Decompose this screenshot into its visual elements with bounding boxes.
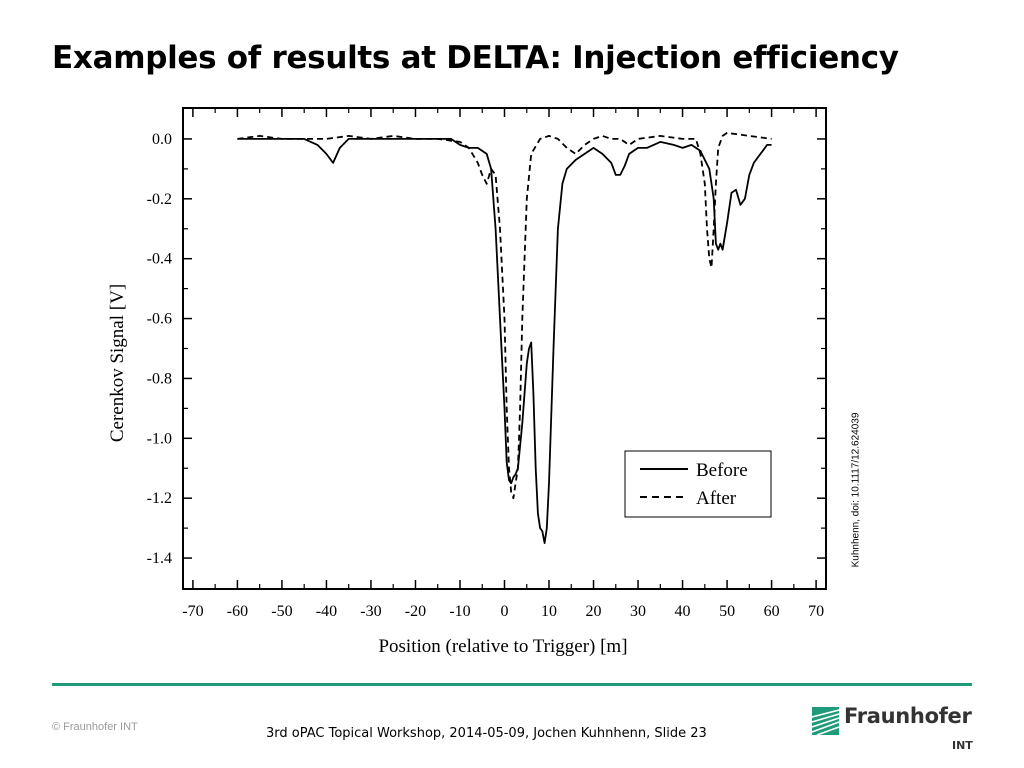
y-tick-label: -1.4	[147, 550, 172, 567]
x-tick-label: -20	[405, 603, 426, 620]
x-tick-labels: -70 -60 -50 -40 -30 -20 -10 0 10 20 30 40 50 60 70	[182, 603, 824, 620]
series-after-line	[237, 131, 772, 500]
legend-after-label: After	[696, 488, 737, 509]
y-tick-label: -1.0	[147, 430, 172, 447]
y-tick-labels: 0.0 -0.2 -0.4 -0.6 -0.8 -1.0 -1.2 -1.4	[147, 131, 172, 567]
x-tick-label: 20	[586, 603, 602, 620]
x-tick-label: 70	[808, 603, 824, 620]
x-tick-label: -50	[271, 603, 292, 620]
footer-rule	[52, 683, 972, 686]
legend-before-label: Before	[696, 460, 748, 481]
x-tick-label: -70	[182, 603, 203, 620]
y-tick-label: 0.0	[152, 131, 172, 148]
y-tick-label: -1.2	[147, 490, 172, 507]
footer-text: 3rd oPAC Topical Workshop, 2014-05-09, J…	[266, 726, 707, 741]
x-tick-label: 40	[675, 603, 691, 620]
x-tick-label: 30	[630, 603, 646, 620]
x-axis-label: Position (relative to Trigger) [m]	[378, 636, 627, 657]
fraunhofer-mark-icon	[812, 707, 839, 735]
chart: -70 -60 -50 -40 -30 -20 -10 0 10 20 30 40 50 60 70 0.0…	[107, 107, 827, 657]
fraunhofer-logo: Fraunhofer INT	[812, 704, 977, 755]
series-lines	[237, 131, 772, 544]
series-before-line	[237, 137, 772, 544]
axis-ticks	[184, 109, 825, 588]
y-tick-label: -0.4	[147, 251, 172, 268]
x-tick-label: 60	[764, 603, 780, 620]
logo-name: Fraunhofer	[844, 704, 972, 728]
y-tick-label: -0.6	[147, 311, 172, 328]
x-tick-label: -60	[227, 603, 248, 620]
legend-box	[624, 450, 772, 518]
x-tick-label: 50	[719, 603, 735, 620]
x-tick-label: -30	[360, 603, 381, 620]
x-tick-label: -40	[316, 603, 337, 620]
plot-frame	[182, 107, 827, 590]
logo-sub: INT	[952, 739, 973, 752]
y-tick-label: -0.2	[147, 191, 172, 208]
x-tick-label: 0	[501, 603, 509, 620]
y-tick-label: -0.8	[147, 370, 172, 387]
legend: Before After	[624, 450, 772, 518]
slide-title: Examples of results at DELTA: Injection …	[52, 40, 899, 76]
y-axis-label: Cerenkov Signal [V]	[107, 284, 128, 442]
copyright: © Fraunhofer INT	[52, 721, 138, 733]
x-tick-label: -10	[449, 603, 470, 620]
x-tick-label: 10	[541, 603, 557, 620]
citation: Kuhnhenn, doi: 10.1117/12.624039	[850, 412, 862, 568]
